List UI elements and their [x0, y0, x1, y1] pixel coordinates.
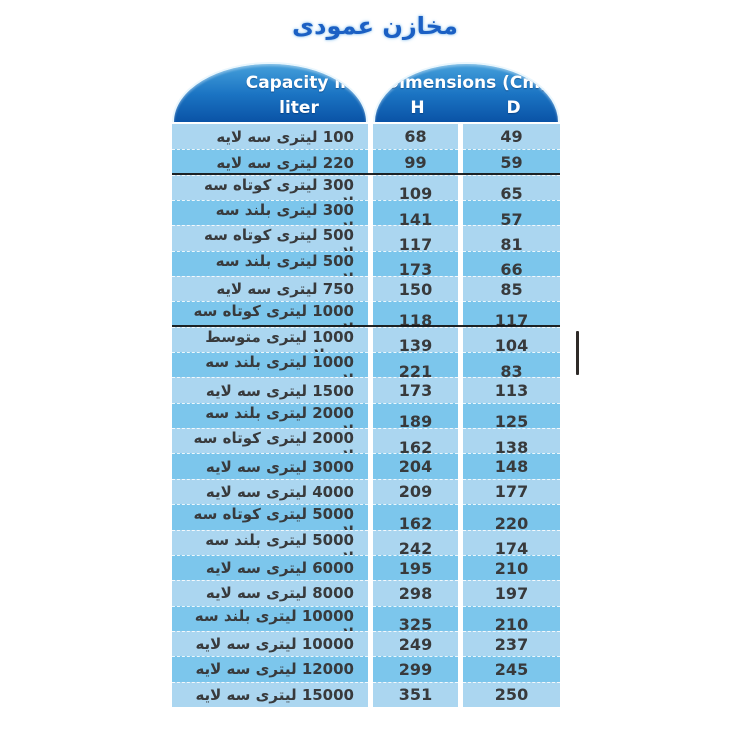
- d-value-cell: 237: [463, 630, 560, 657]
- table-row: 220 لیتری سه لایه 99 59: [172, 149, 560, 175]
- table-row: 1000 لیتری بلند سه لایه 221 83: [172, 352, 560, 390]
- d-value-cell: 177: [463, 478, 560, 505]
- capacity-cell: 12000 لیتری سه لایه: [172, 656, 368, 682]
- table-row: 10000 لیتری سه لایه 249 237: [172, 630, 560, 657]
- table-body: 100 لیتری سه لایه 68 49 220 لیتری سه لای…: [172, 124, 560, 707]
- h-value-cell: 68: [373, 124, 458, 150]
- table-row: 500 لیتری کوتاه سه لایه 117 81: [172, 225, 560, 263]
- h-value-cell: 195: [373, 554, 458, 581]
- h-value-cell: 249: [373, 630, 458, 657]
- capacity-cell: 220 لیتری سه لایه: [172, 149, 368, 175]
- capacity-cell: 4000 لیتری سه لایه: [172, 478, 368, 505]
- table-row: 6000 لیتری سه لایه 195 210: [172, 554, 560, 581]
- h-value-cell: 299: [373, 656, 458, 682]
- d-value-cell: 210: [463, 554, 560, 581]
- tank-spec-table: Capacity in liter Dimensions (Cm) H D 10…: [172, 62, 579, 707]
- capacity-cell: 1500 لیتری سه لایه: [172, 377, 368, 403]
- h-value-cell: 298: [373, 580, 458, 606]
- capacity-cell: 10000 لیتری سه لایه: [172, 630, 368, 657]
- table-row: 12000 لیتری سه لایه 299 245: [172, 656, 560, 682]
- h-value-cell: 351: [373, 681, 458, 707]
- d-value-cell: 245: [463, 656, 560, 682]
- capacity-cell: 6000 لیتری سه لایه: [172, 554, 368, 581]
- table-row: 1000 لیتری متوسط سه لایه 139 104: [172, 326, 560, 364]
- capacity-header-line2: liter: [279, 98, 319, 118]
- page-title: مخازن عمودی: [292, 12, 458, 40]
- capacity-cell: 750 لیتری سه لایه: [172, 276, 368, 302]
- column-header-d: D: [506, 98, 521, 118]
- d-value-cell: 197: [463, 580, 560, 606]
- capacity-cell: 8000 لیتری سه لایه: [172, 580, 368, 606]
- d-value-cell: 148: [463, 453, 560, 479]
- h-value-cell: 173: [373, 377, 458, 403]
- table-row: 2000 لیتری کوتاه سه لایه 162 138: [172, 428, 560, 466]
- table-row: 15000 لیتری سه لایه 351 250: [172, 681, 560, 707]
- capacity-header-line1: Capacity in: [245, 73, 353, 93]
- separator-artifact-line-1: [172, 173, 560, 175]
- table-row: 8000 لیتری سه لایه 298 197: [172, 580, 560, 606]
- table-row: 300 لیتری بلند سه لایه 141 57: [172, 200, 560, 238]
- h-value-cell: 150: [373, 276, 458, 302]
- table-row: 5000 لیتری بلند سه لایه 242 174: [172, 529, 560, 567]
- capacity-cell: 100 لیتری سه لایه: [172, 124, 368, 150]
- dimensions-header-title: Dimensions (Cm): [385, 73, 548, 93]
- h-value-cell: 204: [373, 453, 458, 479]
- capacity-cell: 15000 لیتری سه لایه: [172, 681, 368, 707]
- table-row: 300 لیتری کوتاه سه لایه 109 65: [172, 174, 560, 212]
- capacity-header: Capacity in liter: [172, 62, 368, 122]
- d-value-cell: 113: [463, 377, 560, 403]
- dimensions-header: Dimensions (Cm) H D: [373, 62, 560, 122]
- edge-artifact-mark: [576, 331, 579, 375]
- h-value-cell: 209: [373, 478, 458, 505]
- table-row: 3000 لیتری سه لایه 204 148: [172, 453, 560, 479]
- table-header: Capacity in liter Dimensions (Cm) H D: [172, 62, 560, 122]
- table-row: 1000 لیتری کوتاه سه لایه 118 117: [172, 301, 560, 339]
- table-row: 2000 لیتری بلند سه لایه 189 125: [172, 402, 560, 440]
- table-row: 100 لیتری سه لایه 68 49: [172, 124, 560, 150]
- h-value-cell: 99: [373, 149, 458, 175]
- table-row: 4000 لیتری سه لایه 209 177: [172, 478, 560, 505]
- d-value-cell: 250: [463, 681, 560, 707]
- d-value-cell: 59: [463, 149, 560, 175]
- table-row: 5000 لیتری کوتاه سه لایه 162 220: [172, 504, 560, 542]
- table-row: 500 لیتری بلند سه لایه 173 66: [172, 250, 560, 288]
- column-header-h: H: [410, 98, 425, 118]
- table-row: 750 لیتری سه لایه 150 85: [172, 276, 560, 302]
- table-row: 1500 لیتری سه لایه 173 113: [172, 377, 560, 403]
- d-value-cell: 85: [463, 276, 560, 302]
- capacity-cell: 3000 لیتری سه لایه: [172, 453, 368, 479]
- d-value-cell: 49: [463, 124, 560, 150]
- table-row: 10000 لیتری بلند سه لایه 325 210: [172, 605, 560, 643]
- separator-artifact-line-2: [172, 325, 560, 327]
